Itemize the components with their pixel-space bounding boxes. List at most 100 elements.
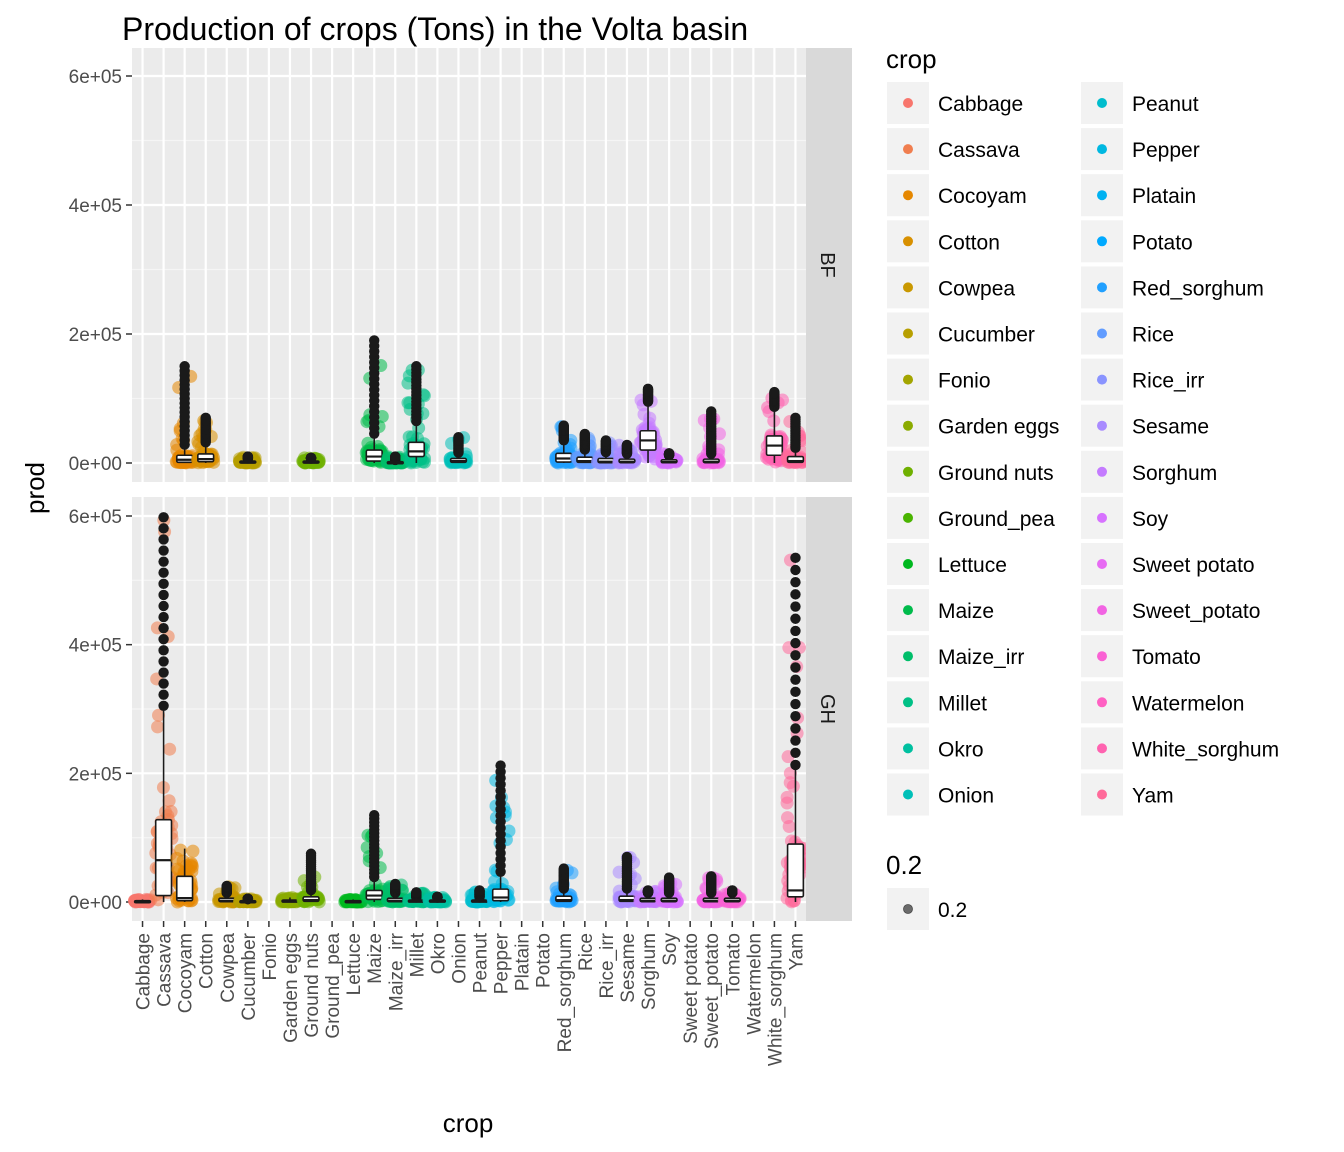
outlier-point bbox=[158, 678, 169, 689]
legend: crop Cabbage Cassava Cocoyam Cotton Cowpea Cu… bbox=[886, 44, 1279, 930]
outlier-point bbox=[790, 564, 801, 576]
legend-item: Millet bbox=[887, 681, 987, 724]
outlier-point bbox=[727, 885, 738, 896]
legend-item: Sweet potato bbox=[1081, 543, 1255, 585]
legend-label: Yam bbox=[1132, 785, 1174, 808]
legend-label: Okro bbox=[938, 738, 984, 761]
x-tick-label: Cucumber bbox=[239, 932, 260, 1020]
crop-series-cocoyam bbox=[170, 843, 200, 909]
legend-label: Tomato bbox=[1132, 646, 1201, 669]
x-tick-label: Millet bbox=[407, 932, 428, 977]
crop-series-yam bbox=[780, 552, 811, 909]
legend-key-point bbox=[903, 651, 913, 662]
legend-key-point bbox=[1097, 512, 1107, 523]
outlier-point bbox=[453, 432, 464, 443]
crop-series-maize-irr bbox=[380, 450, 411, 470]
outlier-point bbox=[158, 634, 169, 645]
x-tick-label: Lettuce bbox=[344, 933, 365, 995]
outlier-point bbox=[158, 545, 169, 556]
x-tick-label: Cotton bbox=[197, 933, 218, 989]
legend-label: Watermelon bbox=[1132, 692, 1244, 715]
legend-label: Ground_pea bbox=[938, 508, 1055, 531]
box bbox=[786, 843, 805, 898]
legend-key-point bbox=[903, 190, 913, 201]
outlier-point bbox=[790, 735, 801, 746]
x-axis-title: crop bbox=[443, 1108, 494, 1138]
crop-series-cowpea bbox=[212, 880, 242, 909]
outlier-point bbox=[706, 406, 717, 417]
x-tick-label: Potato bbox=[534, 933, 555, 988]
outlier-point bbox=[158, 512, 169, 523]
legend-label: Rice bbox=[1132, 324, 1174, 347]
outlier-point bbox=[790, 650, 801, 661]
data-point bbox=[170, 851, 184, 865]
legend-item: Red_sorghum bbox=[1081, 266, 1264, 309]
legend-label: Sorghum bbox=[1132, 462, 1217, 485]
outlier-point bbox=[390, 878, 401, 890]
panel-background bbox=[132, 48, 806, 482]
data-point bbox=[179, 859, 193, 873]
outlier-point bbox=[642, 383, 654, 395]
outlier-point bbox=[242, 451, 254, 462]
legend-label: Sweet potato bbox=[1132, 554, 1255, 577]
crop-series-red-sorghum bbox=[549, 863, 579, 909]
outlier-point bbox=[790, 589, 801, 600]
legend-label: Fonio bbox=[938, 370, 991, 393]
outlier-point bbox=[600, 435, 612, 446]
crop-series-soy bbox=[655, 872, 684, 909]
box bbox=[154, 818, 173, 897]
outlier-point bbox=[706, 871, 717, 882]
legend-item: Maize bbox=[887, 589, 994, 632]
legend-key-point bbox=[1097, 328, 1107, 339]
outlier-point bbox=[579, 428, 591, 440]
crop-series-sesame bbox=[612, 438, 642, 470]
legend-key-point bbox=[903, 559, 913, 569]
crop-series-cotton bbox=[191, 412, 221, 470]
data-point bbox=[186, 844, 200, 858]
outlier-point bbox=[790, 412, 801, 424]
legend-label: Lettuce bbox=[938, 554, 1007, 577]
legend-item: Cowpea bbox=[887, 266, 1015, 309]
outlier-point bbox=[790, 613, 801, 624]
data-point bbox=[162, 794, 176, 808]
legend-label: Maize_irr bbox=[938, 646, 1024, 669]
legend-item: Cocoyam bbox=[887, 174, 1027, 217]
outlier-point bbox=[790, 552, 801, 564]
outlier-point bbox=[221, 880, 232, 892]
legend-key-point bbox=[903, 466, 913, 477]
legend-item: Watermelon bbox=[1081, 681, 1244, 724]
crop-series-sweet-potato bbox=[696, 406, 726, 470]
outlier-point bbox=[158, 689, 169, 700]
crop-series-pepper bbox=[486, 760, 516, 909]
outlier-point bbox=[790, 662, 801, 673]
crop-series-sesame bbox=[612, 851, 642, 909]
legend-key-point bbox=[903, 236, 913, 247]
x-tick-label: Sorghum bbox=[639, 933, 660, 1010]
outlier-point bbox=[663, 872, 675, 883]
box bbox=[197, 453, 215, 463]
panel-bf: 0e+00 2e+05 4e+05 6e+05 BF bbox=[69, 48, 852, 482]
legend-key-point bbox=[903, 789, 913, 800]
legend-item: Soy bbox=[1081, 496, 1169, 539]
data-point bbox=[780, 790, 794, 804]
crop-series-okro bbox=[422, 890, 453, 909]
x-tick-label: Soy bbox=[660, 933, 681, 966]
legend-item: Maize_irr bbox=[887, 635, 1024, 678]
legend-key-point bbox=[903, 743, 913, 754]
outlier-point bbox=[790, 723, 801, 734]
outlier-point bbox=[790, 674, 801, 685]
legend-item: Cassava bbox=[887, 128, 1020, 171]
facet-strip bbox=[806, 497, 852, 921]
outlier-point bbox=[474, 885, 485, 896]
outlier-point bbox=[390, 451, 401, 462]
outlier-point bbox=[663, 448, 675, 459]
x-tick-label: Watermelon bbox=[744, 933, 765, 1035]
data-point bbox=[151, 720, 165, 734]
chart-title: Production of crops (Tons) in the Volta … bbox=[122, 11, 748, 47]
legend-item: Cotton bbox=[887, 220, 1000, 263]
x-tick-label: Garden eggs bbox=[281, 933, 302, 1043]
outlier-point bbox=[369, 335, 380, 346]
size-legend-title: 0.2 bbox=[886, 850, 922, 880]
legend-key-point bbox=[1097, 605, 1107, 616]
legend-key-point bbox=[1097, 236, 1107, 247]
